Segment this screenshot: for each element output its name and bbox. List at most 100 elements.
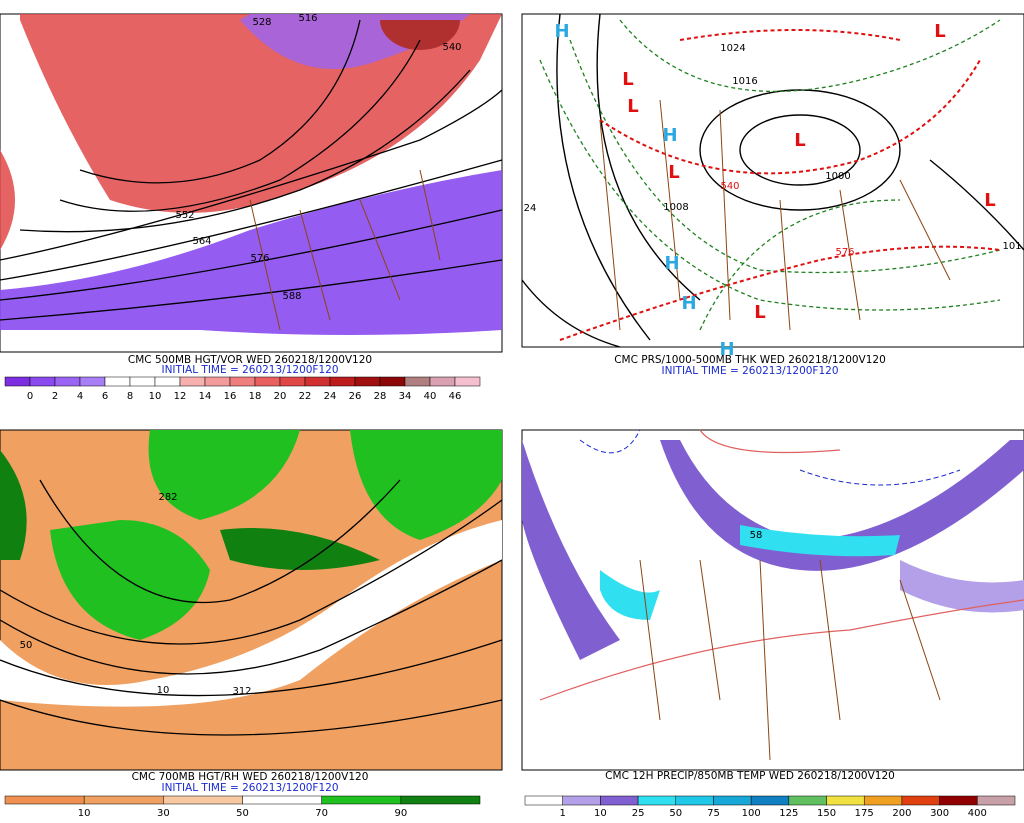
- colorbar-swatch: [562, 795, 601, 806]
- colorbar-swatch: [229, 376, 256, 387]
- colorbar-label: 175: [855, 808, 874, 819]
- colorbar-label: 26: [349, 391, 362, 402]
- colorbar-swatch: [404, 376, 431, 387]
- contour-label: 1000: [825, 171, 850, 182]
- colorbar-swatch: [4, 376, 31, 387]
- colorbar-label: 16: [224, 391, 237, 402]
- colorbar-label: 1: [560, 808, 566, 819]
- colorbar-label: 24: [324, 391, 337, 402]
- contour-label: 564: [192, 236, 211, 247]
- colorbar-swatch: [329, 376, 356, 387]
- colorbar-swatch: [204, 376, 231, 387]
- colorbar-swatch: [321, 795, 402, 805]
- pressure-center: H: [554, 21, 569, 42]
- panel-500mb: [0, 13, 503, 353]
- caption: CMC 700MB HGT/RH WED 260218/1200V120: [132, 771, 369, 783]
- colorbar-label: 70: [315, 808, 328, 819]
- colorbar-swatch: [400, 795, 481, 805]
- colorbar-label: 18: [249, 391, 262, 402]
- colorbar-swatch: [939, 795, 978, 806]
- colorbar-label: 8: [127, 391, 133, 402]
- colorbar-swatch: [863, 795, 903, 806]
- colorbar-swatch: [454, 376, 481, 387]
- colorbar-swatch: [637, 795, 677, 806]
- contour-label: 540: [720, 181, 739, 192]
- pressure-center: L: [627, 96, 638, 117]
- contour-label: 552: [175, 210, 194, 221]
- colorbar-swatch: [977, 795, 1016, 806]
- contour-label: 588: [282, 291, 301, 302]
- colorbar-label: 90: [394, 808, 407, 819]
- colorbar-label: 125: [779, 808, 798, 819]
- colorbar-swatch: [901, 795, 940, 806]
- contour-label: 10: [157, 685, 170, 696]
- pressure-center: L: [668, 162, 679, 183]
- contour-label: 516: [298, 13, 317, 24]
- pressure-center: H: [662, 125, 677, 146]
- contour-label: 101: [1002, 241, 1021, 252]
- pressure-center: L: [622, 69, 633, 90]
- contour-label: 58: [750, 530, 763, 541]
- colorbar-swatch: [600, 795, 639, 806]
- colorbar-label: 25: [632, 808, 645, 819]
- colorbar-swatch: [788, 795, 827, 806]
- colorbar-label: 50: [669, 808, 682, 819]
- panel-pressure: [521, 13, 1024, 348]
- colorbar-swatch: [54, 376, 81, 387]
- colorbar-swatch: [354, 376, 381, 387]
- initial-time: INITIAL TIME = 260213/1200F120: [161, 782, 338, 794]
- colorbar-label: 46: [449, 391, 462, 402]
- caption: CMC 500MB HGT/VOR WED 260218/1200V120: [128, 354, 372, 366]
- contour-label: 576: [835, 247, 854, 258]
- colorbar-label: 200: [892, 808, 911, 819]
- colorbar-label: 28: [374, 391, 387, 402]
- pressure-center: L: [934, 21, 945, 42]
- contour-label: 282: [158, 492, 177, 503]
- contour-label: 50: [20, 640, 33, 651]
- colorbar-label: 150: [817, 808, 836, 819]
- colorbar-swatch: [179, 376, 206, 387]
- pressure-center: H: [681, 293, 696, 314]
- pressure-center: H: [664, 253, 679, 274]
- colorbar-swatch: [750, 795, 790, 806]
- colorbar-swatch: [279, 376, 306, 387]
- colorbar-swatch: [154, 376, 181, 387]
- colorbar-swatch: [429, 376, 456, 387]
- colorbar-swatch: [713, 795, 752, 806]
- colorbar-label: 22: [299, 391, 312, 402]
- contour-label: 576: [250, 253, 269, 264]
- colorbar-swatch: [129, 376, 156, 387]
- panel-precip: [521, 429, 1024, 771]
- contour-label: 540: [442, 42, 461, 53]
- colorbar-label: 300: [930, 808, 949, 819]
- colorbar-label: 4: [77, 391, 83, 402]
- colorbar-swatch: [163, 795, 243, 805]
- contour-label: 24: [524, 203, 537, 214]
- colorbar-label: 40: [424, 391, 437, 402]
- pressure-center: L: [754, 302, 765, 323]
- colorbar-swatch: [242, 795, 322, 805]
- colorbar-swatch: [524, 795, 563, 806]
- colorbar-label: 100: [742, 808, 761, 819]
- colorbar-label: 10: [594, 808, 607, 819]
- colorbar-swatch: [675, 795, 714, 806]
- initial-time: INITIAL TIME = 260213/1200F120: [661, 365, 838, 377]
- pressure-center: L: [984, 190, 995, 211]
- contour-label: 528: [252, 17, 271, 28]
- colorbar-label: 50: [236, 808, 249, 819]
- initial-time: INITIAL TIME = 260213/1200F120: [161, 364, 338, 376]
- colorbar-label: 0: [27, 391, 33, 402]
- colorbar-swatch: [83, 795, 164, 805]
- colorbar-swatch: [826, 795, 865, 806]
- colorbar-label: 6: [102, 391, 108, 402]
- caption: CMC PRS/1000-500MB THK WED 260218/1200V1…: [614, 354, 886, 366]
- pressure-center: H: [719, 339, 734, 360]
- colorbar-label: 14: [199, 391, 212, 402]
- colorbar-label: 12: [174, 391, 187, 402]
- colorbar-swatch: [4, 795, 85, 805]
- contour-label: 1016: [732, 76, 757, 87]
- pressure-center: L: [794, 130, 805, 151]
- colorbar-swatch: [79, 376, 106, 387]
- colorbar-swatch: [29, 376, 56, 387]
